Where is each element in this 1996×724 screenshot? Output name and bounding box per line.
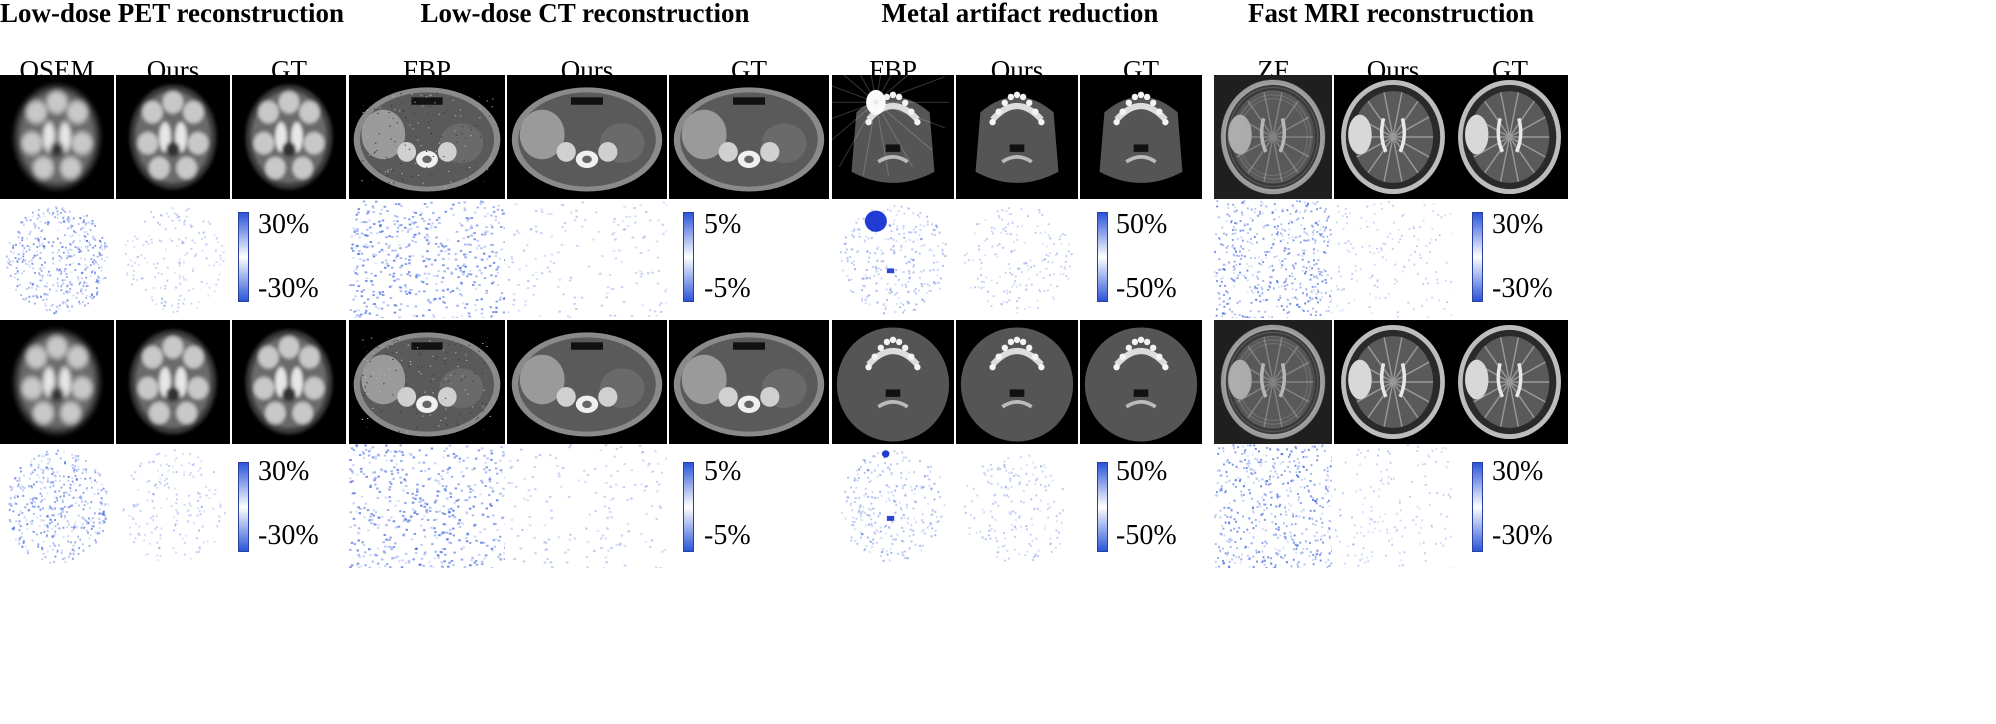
pet-scan-1-col-1 (0, 75, 114, 199)
colorbar-label-top: 30% (258, 210, 309, 240)
ct-scan-1-col-3 (669, 75, 829, 199)
mri-error-map-2-col-1 (1214, 444, 1332, 568)
colorbar-label-bottom: -30% (258, 521, 319, 551)
colorbar-label-bottom: -5% (704, 274, 751, 304)
group-title-pet: Low-dose PET reconstruction (0, 0, 343, 28)
mar-error-map-1-col-2 (956, 200, 1078, 318)
mri-scan-2-col-1 (1214, 320, 1332, 444)
group-title-mri: Fast MRI reconstruction (1214, 0, 1568, 28)
mar-scan-2-col-2 (956, 320, 1078, 444)
mri-scan-1-col-2 (1334, 75, 1452, 199)
ct-error-map-1-col-1 (349, 200, 505, 318)
mri-scan-1-col-3 (1451, 75, 1568, 199)
mar-scan-2-col-3 (1080, 320, 1202, 444)
colorbar-label-top: 30% (1492, 457, 1543, 487)
mar-scan-1-col-3 (1080, 75, 1202, 199)
colorbar-label-bottom: -30% (1492, 521, 1553, 551)
mri-error-map-1-col-2 (1334, 200, 1452, 318)
ct-error-map-2-col-1 (349, 444, 505, 568)
group-title-mar: Metal artifact reduction (832, 0, 1208, 28)
colorbar-ct-1 (683, 212, 694, 302)
pet-scan-1-col-2 (116, 75, 230, 199)
ct-scan-1-col-2 (507, 75, 667, 199)
mri-error-map-2-col-2 (1334, 444, 1452, 568)
colorbar-mar-2 (1097, 462, 1108, 552)
colorbar-label-top: 50% (1116, 457, 1167, 487)
mar-error-map-1-col-1 (832, 200, 954, 318)
colorbar-mri-2 (1472, 462, 1483, 552)
ct-scan-2-col-1 (349, 320, 505, 444)
mar-error-map-2-col-1 (832, 444, 954, 568)
colorbar-label-bottom: -30% (258, 274, 319, 304)
pet-scan-2-col-3 (232, 320, 346, 444)
colorbar-pet-1 (238, 212, 249, 302)
ct-scan-1-col-1 (349, 75, 505, 199)
mri-scan-2-col-2 (1334, 320, 1452, 444)
colorbar-mar-1 (1097, 212, 1108, 302)
ct-scan-2-col-3 (669, 320, 829, 444)
pet-scan-2-col-1 (0, 320, 114, 444)
pet-error-map-1-col-1 (0, 200, 114, 318)
mri-scan-1-col-1 (1214, 75, 1332, 199)
colorbar-label-top: 30% (1492, 210, 1543, 240)
ct-error-map-1-col-2 (507, 200, 667, 318)
colorbar-ct-2 (683, 462, 694, 552)
colorbar-label-top: 30% (258, 457, 309, 487)
pet-error-map-2-col-1 (0, 444, 114, 568)
mri-error-map-1-col-1 (1214, 200, 1332, 318)
colorbar-label-bottom: -50% (1116, 274, 1177, 304)
colorbar-label-bottom: -50% (1116, 521, 1177, 551)
mar-error-map-2-col-2 (956, 444, 1078, 568)
colorbar-label-top: 5% (704, 457, 741, 487)
pet-error-map-1-col-2 (116, 200, 230, 318)
pet-scan-1-col-3 (232, 75, 346, 199)
colorbar-mri-1 (1472, 212, 1483, 302)
ct-scan-2-col-2 (507, 320, 667, 444)
pet-error-map-2-col-2 (116, 444, 230, 568)
mri-scan-2-col-3 (1451, 320, 1568, 444)
ct-error-map-2-col-2 (507, 444, 667, 568)
mar-scan-2-col-1 (832, 320, 954, 444)
colorbar-label-top: 5% (704, 210, 741, 240)
group-title-ct: Low-dose CT reconstruction (349, 0, 821, 28)
mar-scan-1-col-1 (832, 75, 954, 199)
colorbar-pet-2 (238, 462, 249, 552)
pet-scan-2-col-2 (116, 320, 230, 444)
colorbar-label-bottom: -30% (1492, 274, 1553, 304)
mar-scan-1-col-2 (956, 75, 1078, 199)
colorbar-label-top: 50% (1116, 210, 1167, 240)
colorbar-label-bottom: -5% (704, 521, 751, 551)
